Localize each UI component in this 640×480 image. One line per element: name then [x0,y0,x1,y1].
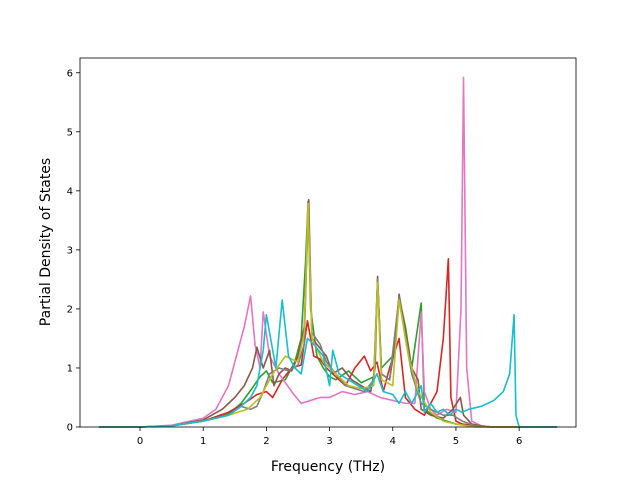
series-line-1 [98,257,558,428]
y-tick-label-4: 4 [67,186,73,197]
y-axis-ticks: 0 1 2 3 4 5 6 [67,68,80,434]
series-layer [98,76,558,428]
x-axis-ticks: 0 1 2 3 4 5 6 [137,427,522,447]
y-tick-label-3: 3 [67,245,73,256]
series-line-6 [98,299,558,428]
x-tick-label-4: 4 [390,436,396,447]
x-tick-label-5: 5 [453,436,459,447]
x-tick-label-2: 2 [263,436,269,447]
y-tick-label-6: 6 [67,68,73,79]
x-tick-label-1: 1 [200,436,206,447]
y-tick-label-5: 5 [67,127,73,138]
plot-frame [79,57,577,428]
x-tick-label-6: 6 [516,436,522,447]
y-tick-label-2: 2 [67,304,73,315]
y-axis-title: Partial Density of States [38,158,54,326]
x-tick-label-3: 3 [326,436,332,447]
x-tick-label-0: 0 [137,436,143,447]
series-line-2 [98,76,558,428]
x-axis-title: Frequency (THz) [271,459,385,475]
y-tick-label-0: 0 [67,423,73,434]
y-tick-label-1: 1 [67,363,73,374]
